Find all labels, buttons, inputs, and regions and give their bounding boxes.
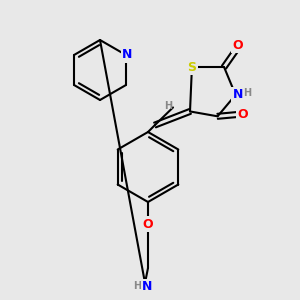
Text: N: N bbox=[142, 280, 152, 292]
Text: O: O bbox=[233, 39, 243, 52]
Text: N: N bbox=[232, 88, 243, 101]
Text: S: S bbox=[188, 61, 196, 74]
Text: N: N bbox=[122, 49, 132, 62]
Text: H: H bbox=[244, 88, 252, 98]
Text: H: H bbox=[164, 101, 172, 111]
Text: O: O bbox=[143, 218, 153, 230]
Text: H: H bbox=[133, 281, 141, 291]
Text: O: O bbox=[237, 108, 248, 121]
